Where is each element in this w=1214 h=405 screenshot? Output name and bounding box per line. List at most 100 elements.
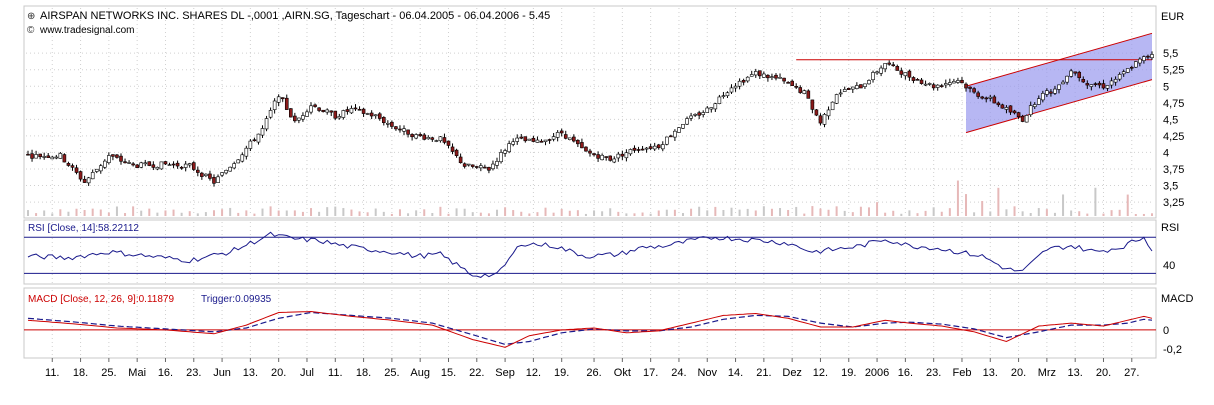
candle-up bbox=[248, 140, 253, 149]
candle-up bbox=[107, 155, 111, 164]
candle-down bbox=[317, 107, 321, 111]
candle-down bbox=[563, 134, 568, 139]
candle-down bbox=[333, 110, 338, 119]
candle-down bbox=[470, 164, 475, 167]
candle-up bbox=[737, 80, 742, 87]
candle-up bbox=[402, 128, 406, 132]
candle-down bbox=[588, 150, 592, 154]
candle-down bbox=[329, 110, 334, 113]
candle-down bbox=[1016, 112, 1021, 118]
volume-bar bbox=[342, 208, 345, 216]
candle-up bbox=[1134, 61, 1138, 68]
macd-axis-label: MACD bbox=[1161, 293, 1193, 305]
candle-down bbox=[119, 155, 123, 162]
x-tick-label: 25. bbox=[101, 367, 116, 379]
x-axis-labels: 11. 18. 25. Mai 16. 23. Jun 13. 20. Jul 11. 18. 25. A… bbox=[45, 367, 1139, 379]
volume-bar bbox=[876, 202, 879, 216]
candle-down bbox=[996, 102, 1001, 106]
candle-down bbox=[357, 108, 362, 111]
volume-bar bbox=[1094, 187, 1097, 216]
candle-up bbox=[822, 114, 827, 125]
candle-down bbox=[782, 77, 786, 82]
volume-bar bbox=[326, 207, 329, 216]
candle-down bbox=[46, 155, 51, 158]
candle-up bbox=[94, 168, 99, 172]
candle-up bbox=[86, 177, 91, 184]
x-tick-label: 19. bbox=[841, 367, 856, 379]
volume-bar bbox=[439, 206, 442, 216]
price-tick-label: 3,75 bbox=[1163, 164, 1184, 176]
volume-bar bbox=[107, 212, 110, 216]
volume-bar bbox=[835, 206, 838, 216]
candle-down bbox=[774, 74, 778, 79]
macd-legend: MACD [Close, 12, 26, 9]:0.11879 bbox=[28, 294, 174, 305]
volume-bar bbox=[1151, 213, 1153, 216]
candle-up bbox=[923, 83, 928, 86]
candle-up bbox=[479, 165, 483, 169]
volume-bar bbox=[625, 213, 628, 216]
candle-down bbox=[462, 163, 467, 167]
candle-up bbox=[652, 145, 657, 150]
volume-bar bbox=[520, 211, 523, 216]
volume-bar bbox=[1062, 194, 1065, 216]
volume-bar bbox=[900, 213, 903, 216]
candle-up bbox=[1057, 84, 1061, 90]
candle-up bbox=[309, 105, 313, 113]
candle-up bbox=[956, 80, 960, 83]
candle-down bbox=[620, 153, 625, 157]
candle-up bbox=[628, 149, 633, 155]
candle-down bbox=[907, 70, 912, 78]
volume-bar bbox=[714, 206, 717, 216]
candle-down bbox=[175, 162, 180, 167]
volume-bar bbox=[665, 209, 668, 216]
volume-bar bbox=[681, 213, 684, 216]
candle-up bbox=[228, 166, 232, 172]
volume-bar bbox=[940, 211, 943, 216]
volume-bar bbox=[1029, 213, 1032, 216]
candle-up bbox=[305, 111, 309, 117]
candle-up bbox=[721, 95, 726, 97]
x-tick-label: 22. bbox=[469, 367, 484, 379]
x-tick-label: 11. bbox=[328, 367, 342, 379]
candle-down bbox=[636, 149, 641, 151]
candle-down bbox=[474, 166, 479, 168]
candle-up bbox=[256, 133, 261, 143]
rsi-axis-label: RSI bbox=[1161, 222, 1179, 234]
candle-down bbox=[208, 173, 212, 179]
candle-up bbox=[660, 144, 665, 150]
candle-down bbox=[458, 156, 463, 164]
x-tick-label: 23. bbox=[186, 367, 201, 379]
candle-down bbox=[911, 77, 916, 81]
price-tick-label: 4,75 bbox=[1163, 98, 1184, 110]
volume-bar bbox=[407, 213, 410, 216]
candle-up bbox=[232, 163, 237, 169]
candle-down bbox=[30, 153, 34, 159]
candle-up bbox=[693, 113, 697, 116]
volume-bar bbox=[479, 212, 482, 216]
price-tick-label: 4 bbox=[1163, 147, 1169, 159]
volume-bar bbox=[156, 212, 159, 216]
volume-bar bbox=[867, 207, 870, 216]
volume-bar bbox=[180, 212, 183, 216]
volume-bar bbox=[245, 210, 248, 216]
candle-down bbox=[794, 86, 799, 88]
candle-up bbox=[879, 67, 883, 74]
candle-down bbox=[377, 113, 382, 119]
candle-up bbox=[745, 76, 750, 82]
candle-down bbox=[200, 172, 204, 177]
volume-bar bbox=[649, 213, 652, 216]
rsi-line bbox=[27, 231, 1153, 278]
volume-bar bbox=[1021, 211, 1024, 216]
volume-bar bbox=[560, 209, 563, 216]
candle-up bbox=[943, 83, 948, 86]
volume-bar bbox=[358, 211, 361, 216]
candle-down bbox=[640, 148, 645, 151]
volume-bar bbox=[795, 206, 798, 216]
volume-bar bbox=[803, 213, 806, 216]
volume-bar bbox=[916, 213, 919, 216]
candle-up bbox=[826, 109, 831, 117]
candle-down bbox=[369, 112, 374, 117]
candle-down bbox=[972, 88, 976, 93]
volume-bar bbox=[196, 213, 199, 216]
candle-up bbox=[644, 147, 649, 150]
